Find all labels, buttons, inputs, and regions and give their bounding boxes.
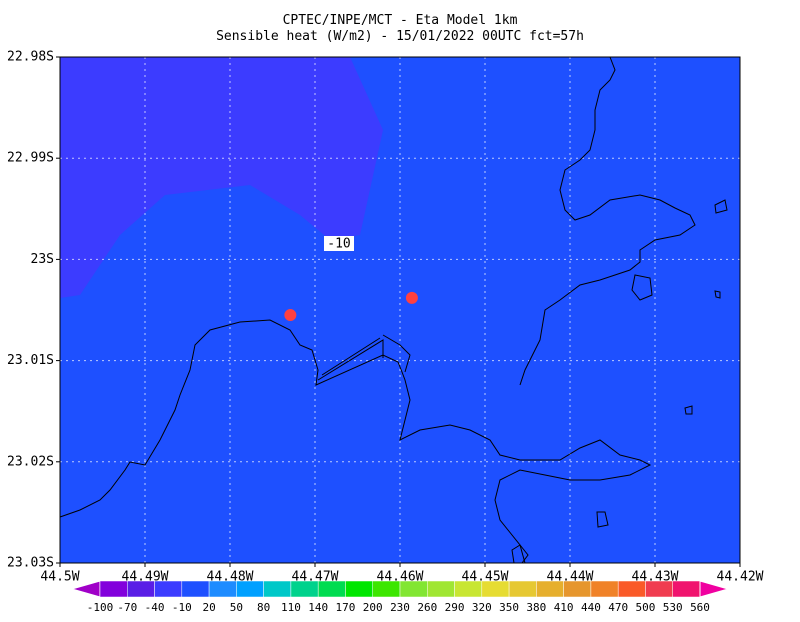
colorbar-label: 500 xyxy=(636,601,656,614)
y-tick-label: 22.98S xyxy=(7,50,54,65)
coast-line xyxy=(317,334,411,381)
colorbar-segment xyxy=(181,580,210,598)
colorbar-label: 290 xyxy=(445,601,465,614)
coast-line xyxy=(511,199,728,564)
colorbar-label: 170 xyxy=(336,601,356,614)
coast-line xyxy=(519,56,696,386)
x-tick-label: 44.42W xyxy=(717,570,764,585)
colorbar-arrow xyxy=(699,580,730,598)
x-tick-label: 44.48W xyxy=(207,570,254,585)
coast-line xyxy=(59,319,652,564)
colorbar-label: -100 xyxy=(87,601,114,614)
colorbar-label: 110 xyxy=(281,601,301,614)
colorbar-label: 530 xyxy=(663,601,683,614)
colorbar-label: -40 xyxy=(145,601,165,614)
x-tick-label: 44.46W xyxy=(377,570,424,585)
y-tick-label: 23.01S xyxy=(7,353,54,368)
contour-label-box xyxy=(324,236,354,251)
title-line: Sensible heat (W/m2) - 15/01/2022 00UTC … xyxy=(216,29,584,44)
y-tick-label: 23.02S xyxy=(7,454,54,469)
colorbar-label: 470 xyxy=(608,601,628,614)
colorbar-label: 350 xyxy=(499,601,519,614)
y-tick-label: 23S xyxy=(31,252,54,267)
colorbar-label: 440 xyxy=(581,601,601,614)
colorbar-label: -70 xyxy=(117,601,137,614)
colorbar-label: 20 xyxy=(202,601,215,614)
colorbar-label: 140 xyxy=(308,601,328,614)
x-tick-label: 44.47W xyxy=(292,570,339,585)
colorbar-label: 380 xyxy=(526,601,546,614)
x-tick-label: 44.44W xyxy=(547,570,594,585)
colorbar-segment xyxy=(345,580,373,598)
x-tick-label: 44.5W xyxy=(40,570,79,585)
x-tick-label: 44.49W xyxy=(122,570,169,585)
field-region xyxy=(60,57,383,298)
title-line: CPTEC/INPE/MCT - Eta Model 1km xyxy=(283,13,518,28)
coastline xyxy=(59,56,728,564)
colorbar-label: 560 xyxy=(690,601,710,614)
x-tick-label: 44.43W xyxy=(632,570,679,585)
colorbar-segment xyxy=(427,580,455,598)
contour-label: -10 xyxy=(327,237,350,252)
colorbar-label: -10 xyxy=(172,601,192,614)
station-marker xyxy=(405,291,418,304)
plot-frame xyxy=(59,56,741,564)
colorbar-segment xyxy=(508,580,537,598)
colorbar-label: 230 xyxy=(390,601,410,614)
colorbar-segment xyxy=(263,580,292,598)
colorbar-label: 200 xyxy=(363,601,383,614)
colorbar-label: 260 xyxy=(417,601,437,614)
station-marker xyxy=(284,309,297,322)
y-tick-label: 23.03S xyxy=(7,556,54,571)
colorbar-label: 410 xyxy=(554,601,574,614)
x-tick-label: 44.45W xyxy=(462,570,509,585)
colorbar-label: 50 xyxy=(230,601,243,614)
colorbar-label: 320 xyxy=(472,601,492,614)
colorbar-segment xyxy=(590,580,619,598)
colorbar-label: 80 xyxy=(257,601,270,614)
y-tick-label: 22.99S xyxy=(7,151,54,166)
